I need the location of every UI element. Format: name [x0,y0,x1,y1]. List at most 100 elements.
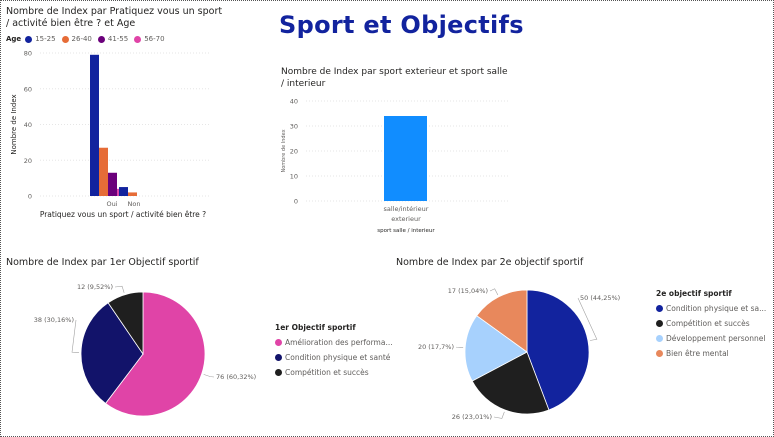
chart4-slice [464,315,528,382]
chart1-ytick: 40 [24,121,32,129]
chart4-legend-item[interactable]: Compétition et succès [656,319,766,328]
chart3-slice [107,291,144,356]
legend-dot-icon [61,35,69,43]
chart2-ylabel: Nombre de Index [281,129,287,172]
legend-dot-icon [656,350,663,357]
chart4-slice [476,289,528,353]
chart3-leader-line [203,374,215,378]
chart4-legend: 2e objectif sportif Condition physique e… [656,289,766,364]
chart2-ytick: 20 [290,148,298,156]
chart3-data-label: 76 (60,32%) [216,373,256,381]
chart1-legend-label: 41-55 [107,35,129,43]
chart2-title: Nombre de Index par sport exterieur et s… [281,66,516,90]
legend-dot-icon [275,369,282,376]
chart1-plot: 0 20 40 60 80 Nombre de Index Oui Non Pratiquez … [10,50,209,219]
legend-dot-icon [134,35,142,43]
chart1-ytick: 60 [24,85,32,93]
chart1-title-line1: Nombre de Index par Pratiquez vous un sp… [6,6,223,17]
chart2-bar [384,116,427,201]
legend-dot-icon [656,305,663,312]
chart1-bar [90,54,99,196]
chart3-plot: 76 (60,32%) 38 (30,16%) 12 (9,52%) [34,283,256,417]
chart1-legend-title: Age [6,35,22,43]
chart1-ylabel: Nombre de Index [10,94,18,154]
chart3-slice [80,302,144,404]
chart4-legend-label: Développement personnel [666,334,766,343]
chart3-legend: 1er Objectif sportif Amélioration des pe… [275,323,393,383]
chart4-slice [526,289,590,411]
chart3-data-label: 38 (30,16%) [34,316,74,324]
legend-dot-icon [656,335,663,342]
chart1-legend-item[interactable]: 15-25 [25,35,56,43]
chart4-data-label: 17 (15,04%) [448,287,488,295]
chart3-slice [105,291,206,417]
chart3-legend-label: Condition physique et santé [285,353,391,362]
legend-dot-icon [97,35,105,43]
chart4-title: Nombre de Index par 2e objectif sportif [396,257,584,268]
chart1-ytick: 80 [24,50,32,58]
chart2-plot: 0 10 20 30 40 Nombre de Index salle/intérieur e… [281,98,508,234]
chart4-slice [471,351,550,415]
chart1-legend-item[interactable]: 26-40 [61,35,92,43]
pie-chart-1er-objectif-visual[interactable]: Nombre de Index par 1er Objectif sportif… [4,253,393,433]
chart2-title-line2: / interieur [281,79,326,89]
chart3-legend-item[interactable]: Amélioration des performa... [275,338,393,347]
chart4-leader-line [455,346,464,348]
chart4-plot: 50 (44,25%) 26 (23,01%) 20 (17,7%) 17 (15,0… [418,287,620,421]
chart4-legend-item[interactable]: Bien être mental [656,349,766,358]
chart1-legend: Age 15-25 26-40 41-55 56-70 [6,35,171,43]
pie-chart-2e-objectif-visual[interactable]: Nombre de Index par 2e objectif sportif … [394,253,772,433]
chart1-legend-label: 56-70 [144,35,165,43]
chart3-data-label: 12 (9,52%) [77,283,113,291]
chart1-legend-label: 15-25 [35,35,56,43]
legend-dot-icon [656,320,663,327]
bar-chart-sport-visual[interactable]: Nombre de Index par sport exterieur et s… [276,63,516,243]
chart4-legend-title: 2e objectif sportif [656,289,732,298]
chart1-bar [119,187,128,196]
chart2-ytick: 10 [290,173,298,181]
chart2-xtick-line1: salle/intérieur [384,205,429,213]
chart2-ytick: 40 [290,98,298,106]
chart1-legend-item[interactable]: 41-55 [97,35,129,43]
chart4-leader-line [489,288,499,296]
chart1-legend-item[interactable]: 56-70 [134,35,165,43]
chart3-legend-label: Compétition et succès [285,368,369,377]
chart1-title-line2: / activité bien être ? et Age [6,18,136,29]
chart3-legend-item[interactable]: Condition physique et santé [275,353,393,362]
legend-dot-icon [275,339,282,346]
chart4-data-label: 26 (23,01%) [452,413,492,421]
chart2-ytick: 30 [290,123,298,131]
chart3-leader-line [71,319,80,353]
chart2-ytick: 0 [294,198,298,206]
legend-dot-icon [275,354,282,361]
chart1-bar [108,172,117,196]
chart3-legend-label: Amélioration des performa... [285,338,393,347]
chart1-ytick: 20 [24,157,32,165]
bar-chart-age-visual[interactable]: Nombre de Index par Pratiquez vous un sp… [4,4,249,229]
chart4-legend-item[interactable]: Condition physique et sa... [656,304,766,313]
chart4-legend-label: Bien être mental [666,349,729,358]
chart2-xlabel: sport salle / interieur [377,228,435,234]
chart4-data-label: 20 (17,7%) [418,343,454,351]
chart3-title: Nombre de Index par 1er Objectif sportif [6,257,199,268]
chart1-xtick: Non [128,200,141,208]
legend-dot-icon [25,35,33,43]
chart1-bar [128,192,137,196]
chart1-title: Nombre de Index par Pratiquez vous un sp… [6,6,246,30]
chart1-legend-label: 26-40 [71,35,92,43]
chart4-legend-item[interactable]: Développement personnel [656,334,766,343]
chart1-ytick: 0 [28,193,32,201]
chart4-leader-line [493,411,505,419]
chart4-leader-line [577,297,598,341]
chart2-xtick-line2: exterieur [391,215,421,223]
chart4-legend-label: Compétition et succès [666,319,750,328]
chart1-xtick: Oui [106,200,117,208]
chart3-leader-line [114,285,125,293]
chart3-legend-item[interactable]: Compétition et succès [275,368,393,377]
page-title: Sport et Objectifs [279,11,524,39]
chart4-legend-label: Condition physique et sa... [666,304,767,313]
chart4-data-label: 50 (44,25%) [580,294,620,302]
chart1-bar [99,147,108,196]
chart2-title-line1: Nombre de Index par sport exterieur et s… [281,67,508,77]
chart1-xlabel: Pratiquez vous un sport / activité bien … [40,210,206,219]
